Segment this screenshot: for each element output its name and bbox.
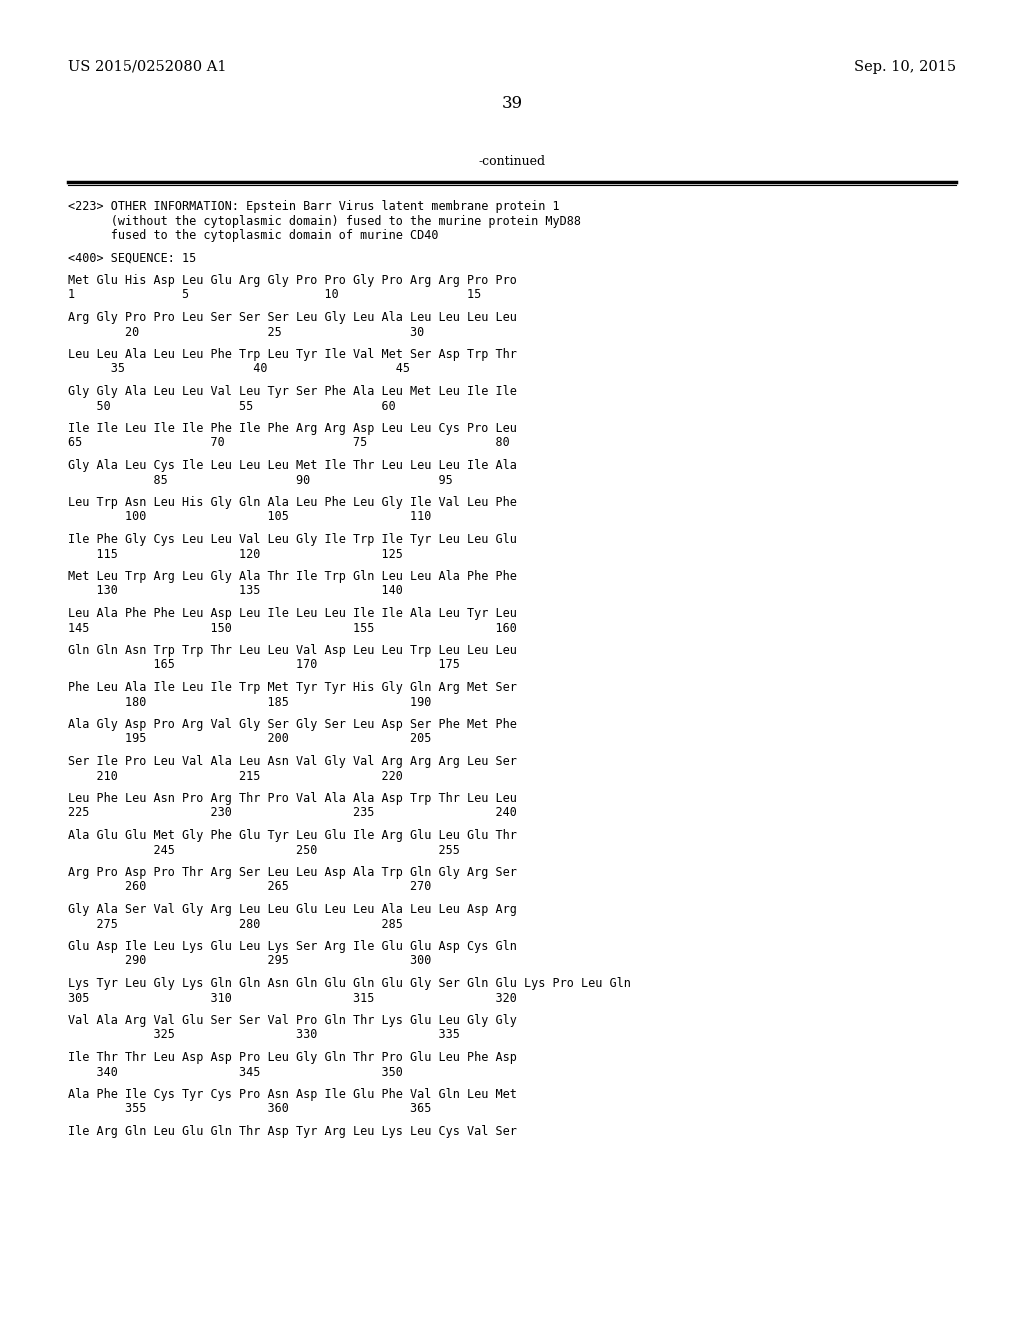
Text: Ile Phe Gly Cys Leu Leu Val Leu Gly Ile Trp Ile Tyr Leu Leu Glu: Ile Phe Gly Cys Leu Leu Val Leu Gly Ile … xyxy=(68,533,517,546)
Text: Ala Phe Ile Cys Tyr Cys Pro Asn Asp Ile Glu Phe Val Gln Leu Met: Ala Phe Ile Cys Tyr Cys Pro Asn Asp Ile … xyxy=(68,1088,517,1101)
Text: Met Leu Trp Arg Leu Gly Ala Thr Ile Trp Gln Leu Leu Ala Phe Phe: Met Leu Trp Arg Leu Gly Ala Thr Ile Trp … xyxy=(68,570,517,583)
Text: 50                  55                  60: 50 55 60 xyxy=(68,400,395,412)
Text: 195                 200                 205: 195 200 205 xyxy=(68,733,431,746)
Text: 100                 105                 110: 100 105 110 xyxy=(68,511,431,524)
Text: Gly Ala Ser Val Gly Arg Leu Leu Glu Leu Leu Ala Leu Leu Asp Arg: Gly Ala Ser Val Gly Arg Leu Leu Glu Leu … xyxy=(68,903,517,916)
Text: Phe Leu Ala Ile Leu Ile Trp Met Tyr Tyr His Gly Gln Arg Met Ser: Phe Leu Ala Ile Leu Ile Trp Met Tyr Tyr … xyxy=(68,681,517,694)
Text: Ile Arg Gln Leu Glu Gln Thr Asp Tyr Arg Leu Lys Leu Cys Val Ser: Ile Arg Gln Leu Glu Gln Thr Asp Tyr Arg … xyxy=(68,1125,517,1138)
Text: 260                 265                 270: 260 265 270 xyxy=(68,880,431,894)
Text: Ala Gly Asp Pro Arg Val Gly Ser Gly Ser Leu Asp Ser Phe Met Phe: Ala Gly Asp Pro Arg Val Gly Ser Gly Ser … xyxy=(68,718,517,731)
Text: <223> OTHER INFORMATION: Epstein Barr Virus latent membrane protein 1: <223> OTHER INFORMATION: Epstein Barr Vi… xyxy=(68,201,560,213)
Text: Gln Gln Asn Trp Trp Thr Leu Leu Val Asp Leu Leu Trp Leu Leu Leu: Gln Gln Asn Trp Trp Thr Leu Leu Val Asp … xyxy=(68,644,517,657)
Text: Leu Trp Asn Leu His Gly Gln Ala Leu Phe Leu Gly Ile Val Leu Phe: Leu Trp Asn Leu His Gly Gln Ala Leu Phe … xyxy=(68,496,517,510)
Text: 85                  90                  95: 85 90 95 xyxy=(68,474,453,487)
Text: 210                 215                 220: 210 215 220 xyxy=(68,770,402,783)
Text: Glu Asp Ile Leu Lys Glu Leu Lys Ser Arg Ile Glu Glu Asp Cys Gln: Glu Asp Ile Leu Lys Glu Leu Lys Ser Arg … xyxy=(68,940,517,953)
Text: 39: 39 xyxy=(502,95,522,112)
Text: 275                 280                 285: 275 280 285 xyxy=(68,917,402,931)
Text: 145                 150                 155                 160: 145 150 155 160 xyxy=(68,622,517,635)
Text: 355                 360                 365: 355 360 365 xyxy=(68,1102,431,1115)
Text: -continued: -continued xyxy=(478,154,546,168)
Text: 305                 310                 315                 320: 305 310 315 320 xyxy=(68,991,517,1005)
Text: Arg Gly Pro Pro Leu Ser Ser Ser Leu Gly Leu Ala Leu Leu Leu Leu: Arg Gly Pro Pro Leu Ser Ser Ser Leu Gly … xyxy=(68,312,517,323)
Text: 340                 345                 350: 340 345 350 xyxy=(68,1065,402,1078)
Text: Ile Ile Leu Ile Ile Phe Ile Phe Arg Arg Asp Leu Leu Cys Pro Leu: Ile Ile Leu Ile Ile Phe Ile Phe Arg Arg … xyxy=(68,422,517,436)
Text: 180                 185                 190: 180 185 190 xyxy=(68,696,431,709)
Text: 65                  70                  75                  80: 65 70 75 80 xyxy=(68,437,510,450)
Text: Leu Phe Leu Asn Pro Arg Thr Pro Val Ala Ala Asp Trp Thr Leu Leu: Leu Phe Leu Asn Pro Arg Thr Pro Val Ala … xyxy=(68,792,517,805)
Text: 225                 230                 235                 240: 225 230 235 240 xyxy=(68,807,517,820)
Text: 115                 120                 125: 115 120 125 xyxy=(68,548,402,561)
Text: 290                 295                 300: 290 295 300 xyxy=(68,954,431,968)
Text: 35                  40                  45: 35 40 45 xyxy=(68,363,410,375)
Text: 325                 330                 335: 325 330 335 xyxy=(68,1028,460,1041)
Text: Gly Gly Ala Leu Leu Val Leu Tyr Ser Phe Ala Leu Met Leu Ile Ile: Gly Gly Ala Leu Leu Val Leu Tyr Ser Phe … xyxy=(68,385,517,399)
Text: Lys Tyr Leu Gly Lys Gln Gln Asn Gln Glu Gln Glu Gly Ser Gln Glu Lys Pro Leu Gln: Lys Tyr Leu Gly Lys Gln Gln Asn Gln Glu … xyxy=(68,977,631,990)
Text: fused to the cytoplasmic domain of murine CD40: fused to the cytoplasmic domain of murin… xyxy=(68,228,438,242)
Text: 130                 135                 140: 130 135 140 xyxy=(68,585,402,598)
Text: Ile Thr Thr Leu Asp Asp Pro Leu Gly Gln Thr Pro Glu Leu Phe Asp: Ile Thr Thr Leu Asp Asp Pro Leu Gly Gln … xyxy=(68,1051,517,1064)
Text: 20                  25                  30: 20 25 30 xyxy=(68,326,424,338)
Text: 1               5                   10                  15: 1 5 10 15 xyxy=(68,289,481,301)
Text: Met Glu His Asp Leu Glu Arg Gly Pro Pro Gly Pro Arg Arg Pro Pro: Met Glu His Asp Leu Glu Arg Gly Pro Pro … xyxy=(68,275,517,286)
Text: 165                 170                 175: 165 170 175 xyxy=(68,659,460,672)
Text: US 2015/0252080 A1: US 2015/0252080 A1 xyxy=(68,59,226,74)
Text: Leu Ala Phe Phe Leu Asp Leu Ile Leu Leu Ile Ile Ala Leu Tyr Leu: Leu Ala Phe Phe Leu Asp Leu Ile Leu Leu … xyxy=(68,607,517,620)
Text: (without the cytoplasmic domain) fused to the murine protein MyD88: (without the cytoplasmic domain) fused t… xyxy=(68,214,581,227)
Text: Ala Glu Glu Met Gly Phe Glu Tyr Leu Glu Ile Arg Glu Leu Glu Thr: Ala Glu Glu Met Gly Phe Glu Tyr Leu Glu … xyxy=(68,829,517,842)
Text: Sep. 10, 2015: Sep. 10, 2015 xyxy=(854,59,956,74)
Text: Val Ala Arg Val Glu Ser Ser Val Pro Gln Thr Lys Glu Leu Gly Gly: Val Ala Arg Val Glu Ser Ser Val Pro Gln … xyxy=(68,1014,517,1027)
Text: Leu Leu Ala Leu Leu Phe Trp Leu Tyr Ile Val Met Ser Asp Trp Thr: Leu Leu Ala Leu Leu Phe Trp Leu Tyr Ile … xyxy=(68,348,517,360)
Text: Ser Ile Pro Leu Val Ala Leu Asn Val Gly Val Arg Arg Arg Leu Ser: Ser Ile Pro Leu Val Ala Leu Asn Val Gly … xyxy=(68,755,517,768)
Text: 245                 250                 255: 245 250 255 xyxy=(68,843,460,857)
Text: Arg Pro Asp Pro Thr Arg Ser Leu Leu Asp Ala Trp Gln Gly Arg Ser: Arg Pro Asp Pro Thr Arg Ser Leu Leu Asp … xyxy=(68,866,517,879)
Text: Gly Ala Leu Cys Ile Leu Leu Leu Met Ile Thr Leu Leu Leu Ile Ala: Gly Ala Leu Cys Ile Leu Leu Leu Met Ile … xyxy=(68,459,517,473)
Text: <400> SEQUENCE: 15: <400> SEQUENCE: 15 xyxy=(68,252,197,264)
